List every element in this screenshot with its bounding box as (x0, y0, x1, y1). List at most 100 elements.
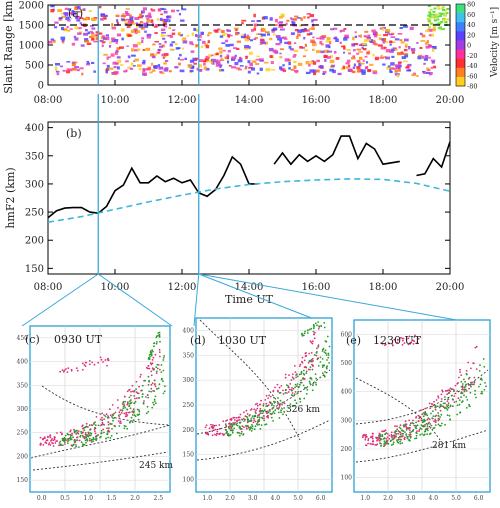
scatter-point (291, 376, 294, 379)
heatmap-cell (121, 28, 125, 32)
y-tick-label: 250 (25, 208, 44, 219)
scatter-point (310, 358, 313, 361)
dashed-curve (32, 451, 169, 471)
scatter-point (446, 409, 449, 411)
heatmap-cell (152, 43, 156, 46)
scatter-point (158, 331, 161, 334)
scatter-point (470, 381, 472, 384)
heatmap-cell (356, 52, 360, 55)
heatmap-cell (101, 44, 104, 48)
scatter-point (236, 431, 239, 434)
scatter-point (475, 368, 478, 370)
scatter-point (100, 429, 103, 432)
scatter-point (67, 438, 70, 441)
heatmap-cell (100, 13, 104, 16)
heatmap-cell (93, 70, 96, 73)
heatmap-cell (282, 69, 286, 72)
scatter-point (106, 432, 109, 435)
scatter-point (396, 425, 398, 428)
heatmap-cell (63, 28, 68, 31)
scatter-point (459, 368, 461, 371)
scatter-point (257, 420, 259, 423)
scatter-point (366, 436, 368, 438)
scatter-point (124, 400, 127, 403)
heatmap-cell (397, 52, 402, 56)
scatter-point (404, 423, 407, 426)
scatter-point (216, 430, 219, 433)
heatmap-cell (441, 5, 445, 8)
scatter-point (429, 433, 431, 436)
heatmap-cell (436, 18, 440, 21)
heatmap-cell (144, 30, 147, 33)
scatter-point (135, 388, 138, 390)
heatmap-cell (81, 72, 84, 76)
heatmap-cell (326, 56, 331, 59)
scatter-point (325, 354, 328, 356)
scatter-point (144, 379, 147, 382)
scatter-point (93, 363, 96, 366)
scatter-point (258, 403, 261, 406)
heatmap-cell (189, 69, 194, 73)
lower-y-tick-label: 350 (183, 352, 195, 359)
heatmap-cell (135, 22, 138, 25)
heatmap-cell (161, 44, 165, 48)
y-tick-label: 400 (25, 123, 44, 134)
scatter-point (288, 388, 291, 391)
scatter-point (475, 345, 478, 348)
heatmap-cell (293, 54, 297, 56)
scatter-point (392, 441, 395, 444)
scatter-point (66, 371, 69, 373)
heatmap-cell (222, 49, 226, 52)
heatmap-cell (140, 15, 144, 17)
scatter-point (106, 427, 108, 430)
heatmap-cell (57, 9, 63, 12)
scatter-point (294, 391, 297, 393)
scatter-point (396, 439, 398, 441)
scatter-point (283, 411, 286, 413)
scatter-point (284, 392, 287, 394)
scatter-point (242, 417, 245, 420)
scatter-point (392, 443, 395, 445)
heatmap-cell (246, 36, 251, 39)
heatmap-cell (424, 41, 428, 45)
scatter-point (303, 359, 306, 362)
scatter-point (258, 420, 261, 422)
scatter-point (459, 411, 461, 414)
heatmap-cell (392, 47, 397, 50)
heatmap-cell (251, 67, 255, 71)
scatter-point (162, 392, 165, 395)
scatter-point (58, 442, 61, 444)
heatmap-cell (131, 48, 134, 52)
scatter-point (309, 366, 312, 368)
heatmap-cell (231, 56, 237, 60)
scatter-point (387, 442, 390, 445)
heatmap-cell (407, 63, 412, 67)
scatter-point (123, 412, 126, 415)
heatmap-cell (108, 56, 111, 59)
heatmap-cell (195, 44, 199, 47)
scatter-point (83, 436, 86, 438)
scatter-point (158, 335, 161, 338)
scatter-point (434, 424, 437, 426)
scatter-point (413, 340, 416, 343)
heatmap-cell (195, 29, 200, 32)
heatmap-cell (421, 55, 425, 59)
scatter-point (314, 331, 316, 334)
heatmap-cell (392, 68, 397, 70)
scatter-point (277, 411, 280, 414)
scatter-point (89, 429, 91, 431)
scatter-point (288, 374, 290, 376)
scatter-point (310, 352, 313, 354)
heatmap-cell (231, 66, 237, 69)
heatmap-cell (379, 56, 384, 59)
colorbar-segment (456, 13, 465, 23)
heatmap-cell (321, 43, 324, 46)
scatter-point (100, 435, 102, 438)
scatter-point (450, 388, 453, 391)
y-tick-label: 350 (25, 151, 44, 162)
scatter-point (313, 337, 316, 340)
scatter-point (420, 428, 423, 430)
heatmap-cell (434, 14, 438, 17)
heatmap-cell (340, 45, 346, 48)
